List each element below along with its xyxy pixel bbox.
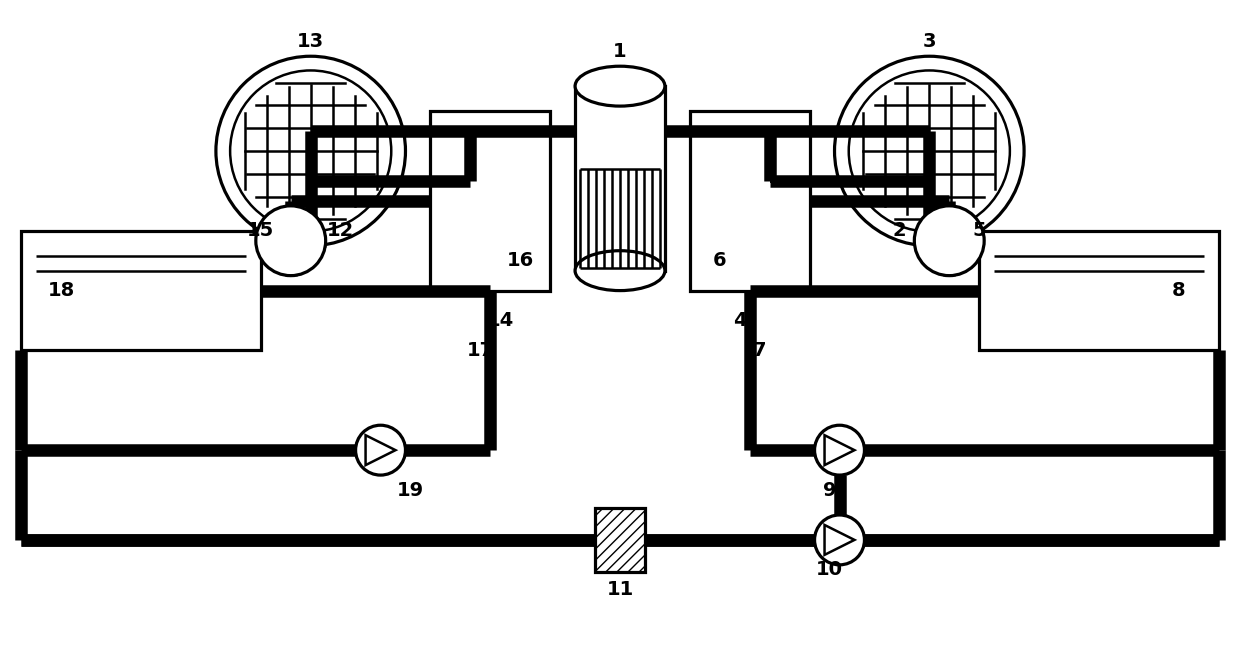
Text: 9: 9 <box>823 480 836 499</box>
Text: 16: 16 <box>507 251 534 270</box>
Text: 10: 10 <box>816 561 843 579</box>
Ellipse shape <box>575 251 665 290</box>
Circle shape <box>216 56 405 245</box>
Text: 6: 6 <box>713 251 727 270</box>
Text: 11: 11 <box>606 580 634 600</box>
Bar <box>689 111 810 290</box>
Text: 5: 5 <box>972 221 986 240</box>
Text: 2: 2 <box>893 221 906 240</box>
Text: 8: 8 <box>1172 281 1185 300</box>
Bar <box>595 508 645 572</box>
Text: 17: 17 <box>466 341 494 360</box>
Text: 13: 13 <box>298 32 324 51</box>
Text: 18: 18 <box>47 281 74 300</box>
Text: 15: 15 <box>247 221 274 240</box>
Ellipse shape <box>575 66 665 106</box>
Text: 1: 1 <box>614 42 626 61</box>
Text: 7: 7 <box>753 341 766 360</box>
Circle shape <box>914 206 985 275</box>
Circle shape <box>835 56 1024 245</box>
Bar <box>430 111 551 290</box>
Text: 12: 12 <box>327 221 355 240</box>
Bar <box>575 86 665 271</box>
Bar <box>980 230 1219 350</box>
Circle shape <box>231 70 392 232</box>
Circle shape <box>815 425 864 475</box>
Text: 19: 19 <box>397 480 424 499</box>
Circle shape <box>255 206 326 275</box>
Bar <box>21 230 260 350</box>
Text: 4: 4 <box>733 311 746 330</box>
Circle shape <box>356 425 405 475</box>
Text: 3: 3 <box>923 32 936 51</box>
Text: 14: 14 <box>486 311 513 330</box>
Circle shape <box>815 515 864 565</box>
Circle shape <box>848 70 1009 232</box>
